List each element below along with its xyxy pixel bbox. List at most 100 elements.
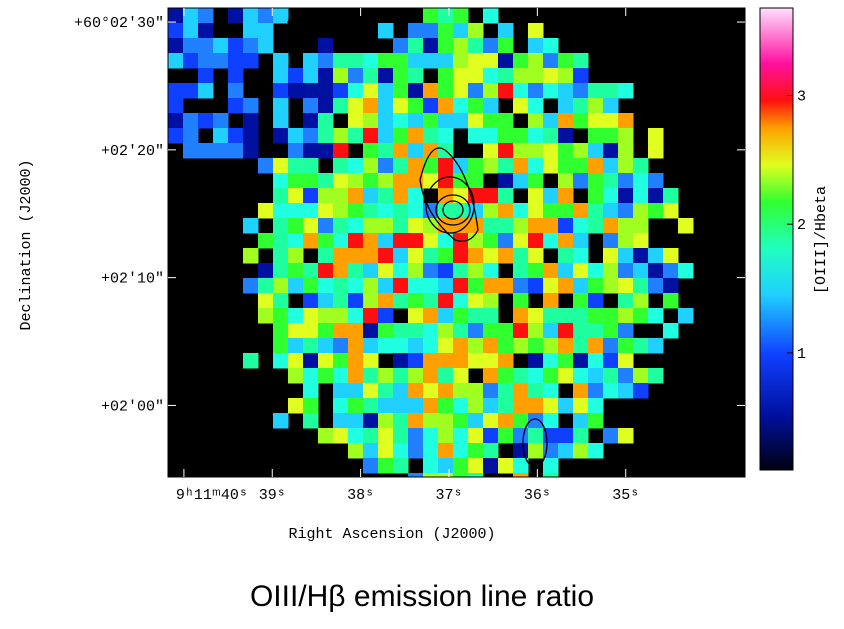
- image-cell: [573, 53, 589, 69]
- image-cell: [543, 368, 559, 384]
- image-cell: [558, 308, 574, 324]
- image-cell: [378, 203, 394, 219]
- image-cell: [243, 53, 259, 69]
- image-cell: [348, 128, 364, 144]
- image-cell: [438, 308, 454, 324]
- image-cell: [393, 83, 409, 99]
- image-cell: [468, 458, 484, 474]
- image-cell: [603, 143, 619, 159]
- image-cell: [363, 158, 379, 174]
- image-cell: [498, 428, 514, 444]
- image-cell: [498, 128, 514, 144]
- image-cell: [453, 98, 469, 114]
- image-cell: [588, 83, 604, 99]
- image-cell: [633, 293, 649, 309]
- image-cell: [528, 113, 544, 129]
- image-cell: [633, 368, 649, 384]
- image-cell: [618, 218, 634, 234]
- image-cell: [303, 278, 319, 294]
- image-cell: [273, 338, 289, 354]
- image-cell: [408, 128, 424, 144]
- image-cell: [258, 278, 274, 294]
- image-cell: [303, 98, 319, 114]
- image-cell: [663, 188, 679, 204]
- image-cell: [393, 398, 409, 414]
- image-cell: [393, 38, 409, 54]
- image-cell: [333, 98, 349, 114]
- image-cell: [423, 413, 439, 429]
- x-tick-label: 37ˢ: [435, 487, 462, 504]
- image-cell: [378, 458, 394, 474]
- image-cell: [438, 323, 454, 339]
- image-cell: [363, 98, 379, 114]
- image-cell: [603, 83, 619, 99]
- image-cell: [438, 53, 454, 69]
- image-cell: [573, 83, 589, 99]
- image-cell: [633, 263, 649, 279]
- image-cell: [618, 128, 634, 144]
- image-cell: [198, 143, 214, 159]
- image-cell: [318, 98, 334, 114]
- y-tick-label: +02′10″: [101, 271, 164, 288]
- image-cell: [363, 293, 379, 309]
- image-cell: [573, 368, 589, 384]
- image-cell: [408, 443, 424, 459]
- image-cell: [498, 248, 514, 264]
- image-cell: [183, 128, 199, 144]
- image-cell: [453, 458, 469, 474]
- image-cell: [333, 128, 349, 144]
- image-cell: [573, 338, 589, 354]
- image-cell: [618, 368, 634, 384]
- image-cell: [303, 113, 319, 129]
- image-cell: [348, 248, 364, 264]
- image-cell: [498, 203, 514, 219]
- image-cell: [303, 188, 319, 204]
- image-cell: [573, 398, 589, 414]
- image-cell: [363, 368, 379, 384]
- image-cell: [618, 233, 634, 249]
- image-cell: [378, 368, 394, 384]
- image-cell: [468, 353, 484, 369]
- image-cell: [483, 203, 499, 219]
- x-axis-label: Right Ascension (J2000): [288, 526, 495, 543]
- image-cell: [543, 188, 559, 204]
- image-cell: [528, 128, 544, 144]
- image-cell: [318, 293, 334, 309]
- image-cell: [378, 83, 394, 99]
- image-cell: [393, 458, 409, 474]
- image-cell: [303, 128, 319, 144]
- image-cell: [378, 323, 394, 339]
- image-cell: [648, 173, 664, 189]
- image-cell: [483, 353, 499, 369]
- image-cell: [363, 353, 379, 369]
- image-cell: [558, 338, 574, 354]
- image-cell: [288, 203, 304, 219]
- image-cell: [588, 383, 604, 399]
- image-cell: [213, 38, 229, 54]
- image-cell: [438, 173, 454, 189]
- image-cell: [558, 68, 574, 84]
- image-cell: [198, 8, 214, 24]
- image-cell: [468, 83, 484, 99]
- image-cell: [273, 308, 289, 324]
- image-cell: [393, 113, 409, 129]
- image-cell: [513, 368, 529, 384]
- image-map: [168, 8, 694, 477]
- image-cell: [528, 53, 544, 69]
- image-cell: [453, 158, 469, 174]
- image-cell: [288, 233, 304, 249]
- image-cell: [348, 98, 364, 114]
- image-cell: [348, 428, 364, 444]
- image-cell: [543, 68, 559, 84]
- image-cell: [483, 8, 499, 24]
- image-cell: [363, 188, 379, 204]
- image-cell: [633, 383, 649, 399]
- image-cell: [423, 143, 439, 159]
- image-cell: [243, 143, 259, 159]
- image-cell: [498, 143, 514, 159]
- image-cell: [273, 128, 289, 144]
- image-cell: [288, 278, 304, 294]
- image-cell: [633, 173, 649, 189]
- image-cell: [588, 158, 604, 174]
- image-cell: [513, 218, 529, 234]
